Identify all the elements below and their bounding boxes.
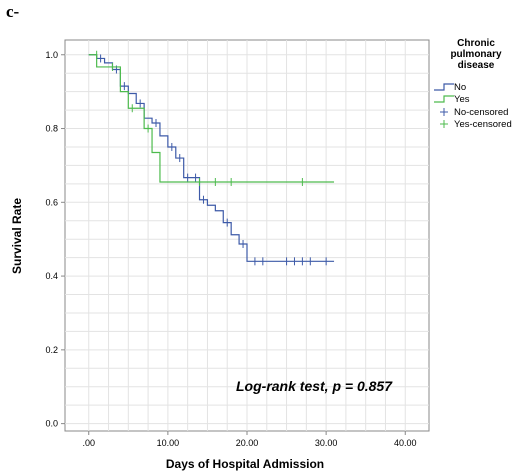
y-axis-label: Survival Rate xyxy=(10,198,24,274)
y-tick-label: 0.6 xyxy=(45,197,58,207)
legend-entry-label: No xyxy=(454,82,466,93)
legend-swatch-line xyxy=(434,95,454,103)
axis-ticks: .00 10.00 20.00 30.00 40.00 0.0 0.2 0.4 0.6 0.8 1.… xyxy=(45,50,416,448)
legend-title: pulmonary xyxy=(450,49,502,60)
y-tick-label: 1.0 xyxy=(45,50,58,60)
y-tick-label: 0.8 xyxy=(45,124,58,134)
legend-entry-label: Yes xyxy=(454,94,470,105)
y-tick-label: 0.4 xyxy=(45,271,58,281)
x-axis-label: Days of Hospital Admission xyxy=(166,457,324,471)
y-tick-label: 0.0 xyxy=(45,419,58,429)
grid-lines xyxy=(65,40,429,431)
x-tick-label: 40.00 xyxy=(394,438,417,448)
log-rank-annotation: Log-rank test, p = 0.857 xyxy=(236,378,392,394)
x-tick-label: .00 xyxy=(82,438,95,448)
series-line-yes xyxy=(88,54,335,183)
series-layer xyxy=(88,50,335,266)
legend-title: Chronic xyxy=(457,38,495,49)
legend-title: disease xyxy=(458,60,495,71)
panel-label: c- xyxy=(6,2,20,21)
legend-swatch-line xyxy=(434,83,454,91)
legend-entry-label: No-censored xyxy=(454,107,508,118)
x-tick-label: 10.00 xyxy=(157,438,180,448)
y-tick-label: 0.2 xyxy=(45,345,58,355)
legend-entry-label: Yes-censored xyxy=(454,119,512,130)
x-tick-label: 30.00 xyxy=(315,438,338,448)
x-tick-label: 20.00 xyxy=(236,438,259,448)
